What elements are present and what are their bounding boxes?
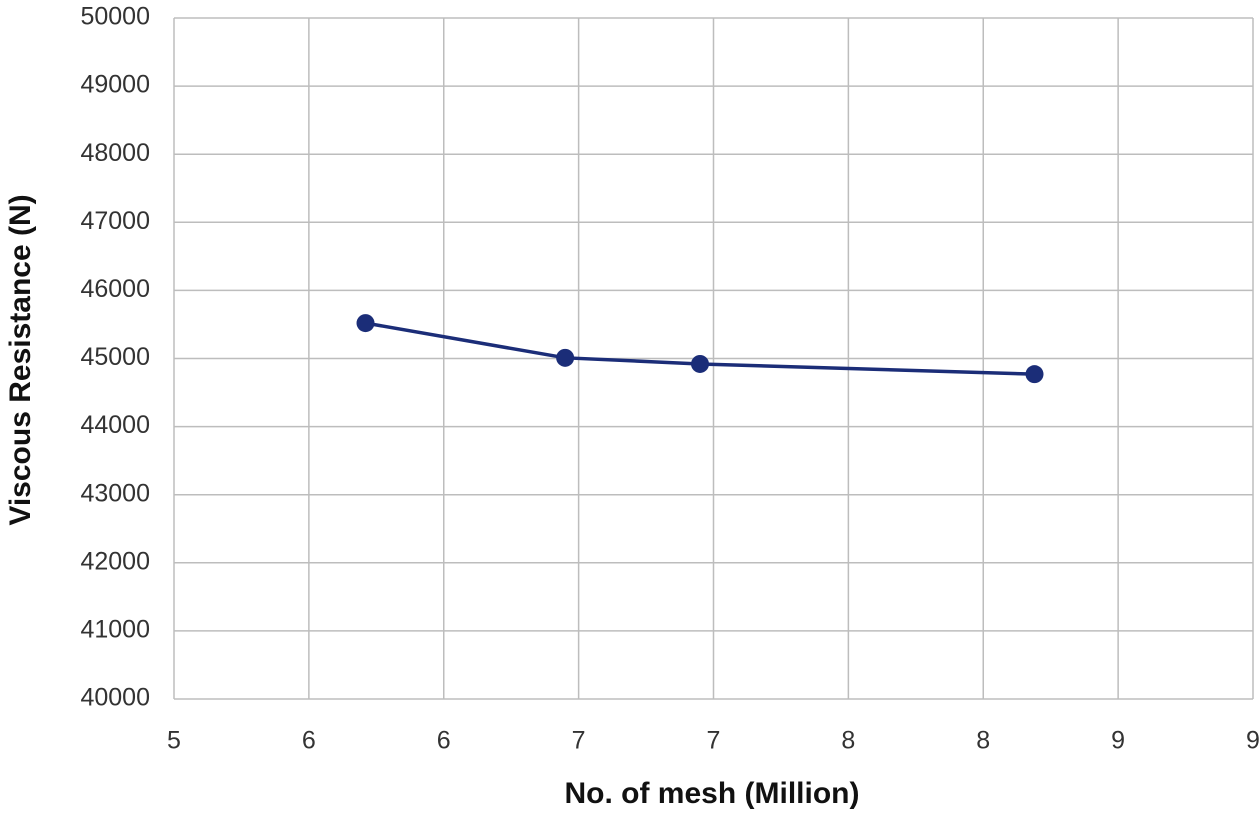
y-tick-label: 43000 [80,479,150,507]
x-tick-label: 8 [976,727,990,755]
x-tick-label: 9 [1246,727,1260,755]
y-tick-label: 45000 [80,343,150,371]
y-tick-label: 46000 [80,275,150,303]
x-tick-label: 7 [707,727,721,755]
line [365,321,1035,376]
y-tick-label: 42000 [80,547,150,575]
x-tick-label: 7 [572,727,586,755]
point [1025,365,1044,384]
point [556,348,575,367]
y-tick-label: 48000 [80,139,150,167]
x-tick-label: 5 [167,727,181,755]
y-tick-label: 50000 [80,3,150,31]
point [691,354,710,373]
y-tick-label: 47000 [80,207,150,235]
x-tick-label: 6 [437,727,451,755]
point [356,314,375,333]
y-axis-title: Viscous Resistance (N) [4,194,37,525]
x-tick-label: 6 [302,727,316,755]
x-tick-label: 9 [1111,727,1125,755]
x-tick-label: 8 [841,727,855,755]
y-tick-label: 44000 [80,411,150,439]
x-axis-title: No. of mesh (Million) [565,777,860,810]
y-tick-label: 49000 [80,71,150,99]
y-tick-label: 40000 [80,684,150,712]
y-tick-label: 41000 [80,616,150,644]
